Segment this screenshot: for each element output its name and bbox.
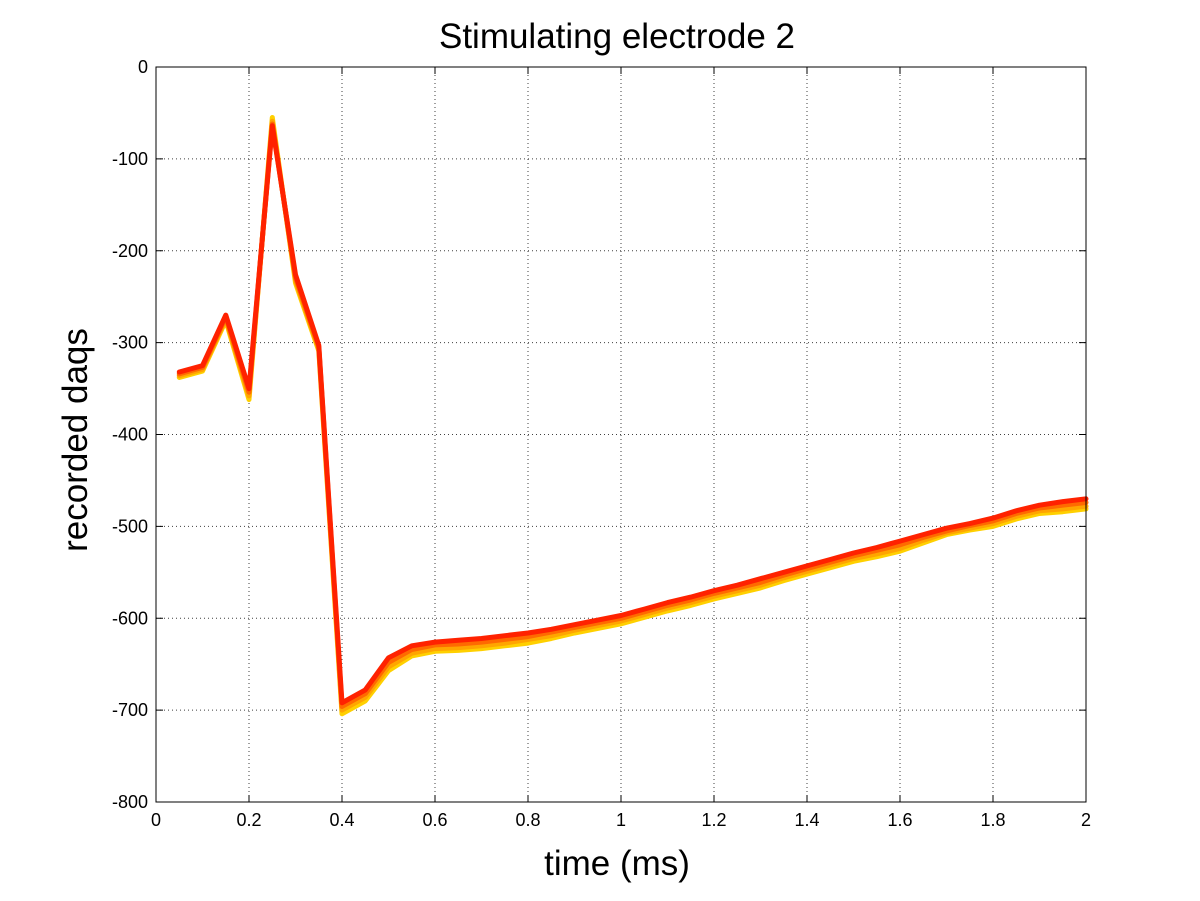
- series-group: [176, 115, 1089, 717]
- x-tick-label: 1.2: [701, 810, 726, 830]
- y-tick-label: -300: [112, 333, 148, 353]
- x-tick-label: 0.8: [515, 810, 540, 830]
- y-axis-ticks: 0 -100 -200 -300 -400 -500 -600 -700 -800: [112, 57, 1086, 812]
- y-tick-label: -700: [112, 700, 148, 720]
- y-tick-label: -800: [112, 792, 148, 812]
- x-tick-label: 0.6: [422, 810, 447, 830]
- x-axis-ticks: 0 0.2 0.4 0.6 0.8 1 1.2 1.4 1.6 1.8 2: [151, 67, 1091, 830]
- x-tick-label: 0: [151, 810, 161, 830]
- y-tick-label: -400: [112, 425, 148, 445]
- chart-title: Stimulating electrode 2: [439, 17, 795, 56]
- x-tick-label: 1.4: [794, 810, 819, 830]
- x-tick-label: 1.8: [980, 810, 1005, 830]
- x-tick-label: 1.6: [887, 810, 912, 830]
- series-line-4: [176, 123, 1089, 706]
- y-tick-label: -200: [112, 241, 148, 261]
- y-tick-label: -100: [112, 149, 148, 169]
- x-tick-label: 1: [616, 810, 626, 830]
- x-tick-label: 0.2: [236, 810, 261, 830]
- y-tick-label: 0: [138, 57, 148, 77]
- grid-lines: [156, 67, 1086, 802]
- y-axis-label: recorded daqs: [56, 328, 95, 552]
- x-tick-label: 0.4: [329, 810, 354, 830]
- y-tick-label: -500: [112, 516, 148, 536]
- x-axis-label: time (ms): [544, 844, 690, 883]
- y-tick-label: -600: [112, 608, 148, 628]
- x-tick-label: 2: [1081, 810, 1091, 830]
